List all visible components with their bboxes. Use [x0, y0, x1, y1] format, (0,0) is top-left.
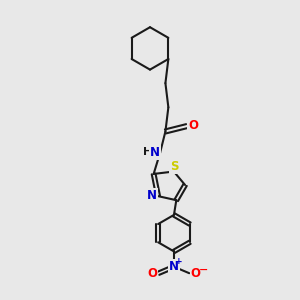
Text: N: N [169, 260, 179, 273]
Text: H: H [143, 147, 152, 157]
Text: N: N [150, 146, 160, 159]
Text: O: O [147, 267, 157, 280]
Text: O: O [191, 267, 201, 280]
Text: +: + [175, 257, 183, 266]
Text: O: O [188, 119, 198, 132]
Text: S: S [170, 160, 178, 173]
Text: −: − [198, 265, 208, 275]
Text: N: N [147, 189, 157, 202]
